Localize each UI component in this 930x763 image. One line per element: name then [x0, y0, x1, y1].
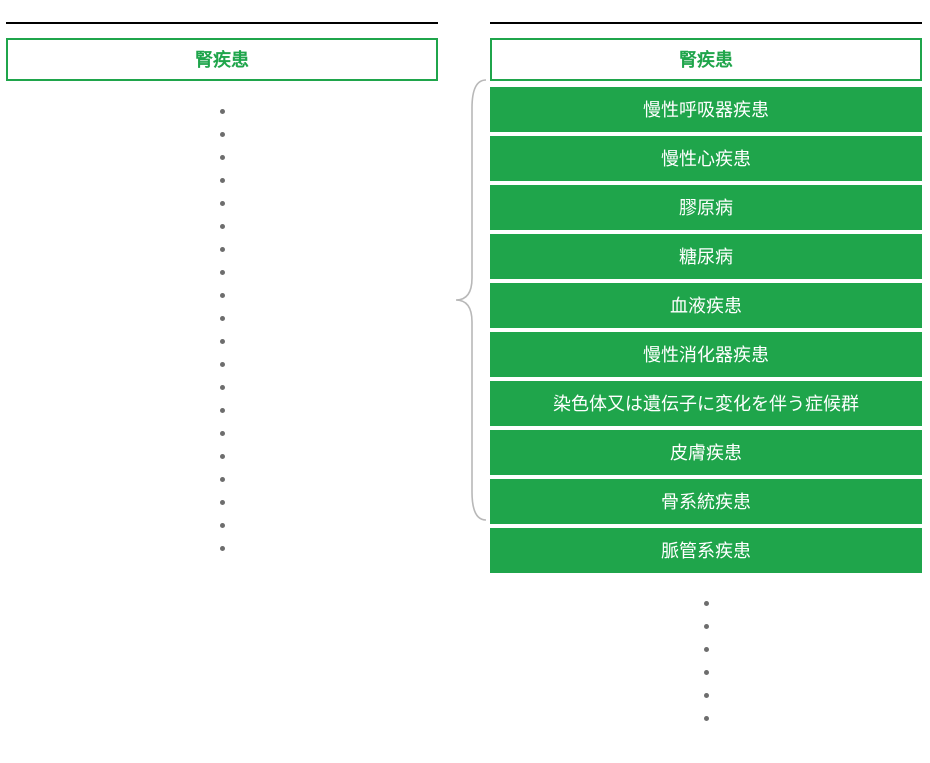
continuation-dot — [220, 477, 225, 482]
disease-category: 膠原病 — [490, 185, 922, 230]
continuation-dot — [220, 385, 225, 390]
left-dots — [6, 109, 438, 551]
disease-category: 慢性消化器疾患 — [490, 332, 922, 377]
continuation-dot — [220, 362, 225, 367]
continuation-dot — [704, 716, 709, 721]
left-topline — [6, 22, 438, 24]
continuation-dot — [704, 670, 709, 675]
continuation-dot — [704, 693, 709, 698]
continuation-dot — [220, 500, 225, 505]
right-dots — [490, 601, 922, 721]
continuation-dot — [220, 523, 225, 528]
continuation-dot — [220, 109, 225, 114]
disease-category: 骨系統疾患 — [490, 479, 922, 524]
continuation-dot — [220, 201, 225, 206]
continuation-dot — [220, 546, 225, 551]
disease-category: 皮膚疾患 — [490, 430, 922, 475]
disease-category: 血液疾患 — [490, 283, 922, 328]
continuation-dot — [220, 454, 225, 459]
continuation-dot — [220, 178, 225, 183]
curly-brace — [454, 78, 488, 522]
right-column: 腎疾患 慢性呼吸器疾患慢性心疾患膠原病糖尿病血液疾患慢性消化器疾患染色体又は遺伝… — [490, 22, 922, 721]
disease-category: 慢性呼吸器疾患 — [490, 87, 922, 132]
continuation-dot — [220, 155, 225, 160]
disease-category: 慢性心疾患 — [490, 136, 922, 181]
right-header: 腎疾患 — [490, 38, 922, 81]
continuation-dot — [220, 316, 225, 321]
left-column: 腎疾患 — [6, 22, 438, 551]
continuation-dot — [704, 647, 709, 652]
continuation-dot — [704, 624, 709, 629]
right-topline — [490, 22, 922, 24]
continuation-dot — [220, 132, 225, 137]
disease-category: 染色体又は遺伝子に変化を伴う症候群 — [490, 381, 922, 426]
continuation-dot — [220, 293, 225, 298]
disease-category: 脈管系疾患 — [490, 528, 922, 573]
continuation-dot — [704, 601, 709, 606]
continuation-dot — [220, 339, 225, 344]
continuation-dot — [220, 431, 225, 436]
right-items: 慢性呼吸器疾患慢性心疾患膠原病糖尿病血液疾患慢性消化器疾患染色体又は遺伝子に変化… — [490, 87, 922, 573]
continuation-dot — [220, 408, 225, 413]
left-header: 腎疾患 — [6, 38, 438, 81]
continuation-dot — [220, 224, 225, 229]
continuation-dot — [220, 270, 225, 275]
continuation-dot — [220, 247, 225, 252]
disease-category: 糖尿病 — [490, 234, 922, 279]
